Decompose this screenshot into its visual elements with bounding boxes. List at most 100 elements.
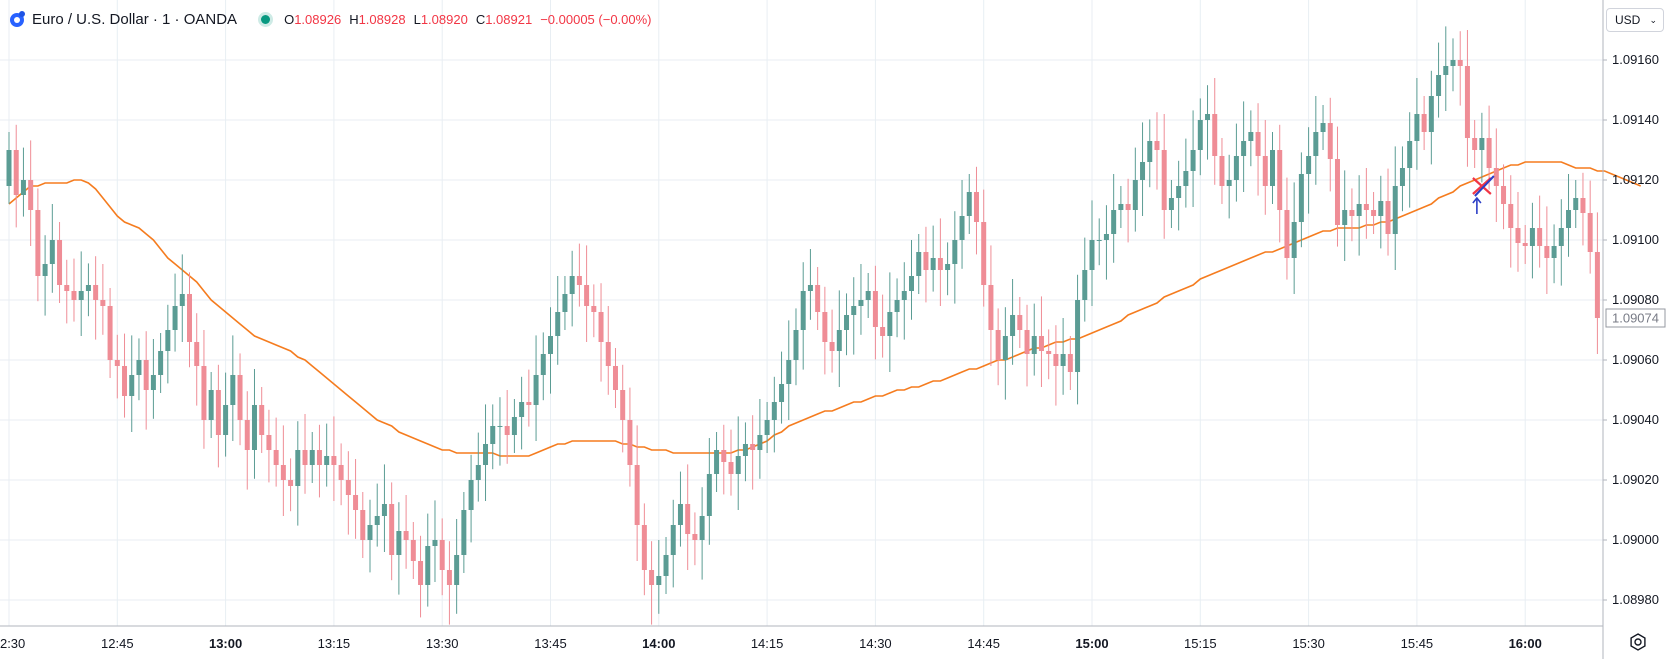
candle-body <box>288 480 294 486</box>
candle-body <box>1241 141 1247 156</box>
candle <box>612 348 618 408</box>
candle-body <box>793 330 799 360</box>
candle <box>1443 26 1449 111</box>
candle-body <box>634 465 640 525</box>
price-tick-label: 1.09020 <box>1612 472 1659 487</box>
symbol-legend: Euro / U.S. Dollar · 1 · OANDA O1.08926 … <box>8 8 652 30</box>
candle-body <box>6 150 12 186</box>
candle-body <box>1212 114 1218 156</box>
candle-body <box>851 306 857 315</box>
candle <box>649 541 655 625</box>
candle-body <box>1205 114 1211 120</box>
candle <box>548 307 553 394</box>
candle <box>1421 96 1427 150</box>
candle-body <box>981 222 987 285</box>
market-status-icon[interactable] <box>261 14 271 24</box>
candle <box>302 414 308 494</box>
candle-body <box>432 540 438 546</box>
candle-body <box>251 405 257 450</box>
candle <box>259 387 265 453</box>
candle <box>504 390 510 464</box>
candle <box>194 313 200 406</box>
time-tick-label: 14:00 <box>642 636 675 651</box>
candle <box>1096 218 1102 266</box>
candle-body <box>656 576 662 585</box>
candle-body <box>764 420 770 435</box>
candle <box>230 335 236 441</box>
candle <box>150 339 156 419</box>
candle <box>316 424 322 498</box>
candle-body <box>627 420 633 465</box>
candle <box>418 535 424 618</box>
candle <box>721 424 727 495</box>
candle <box>937 218 943 306</box>
candle <box>20 147 26 217</box>
candle <box>172 273 178 352</box>
candle-body <box>959 216 965 240</box>
candle <box>692 512 698 566</box>
symbol-title[interactable]: Euro / U.S. Dollar · 1 · OANDA <box>32 10 238 28</box>
candle <box>410 522 416 579</box>
candle-body <box>129 375 135 396</box>
candle <box>35 188 41 302</box>
candle <box>1313 96 1319 185</box>
candle <box>1414 78 1420 170</box>
candle-body <box>1219 156 1225 186</box>
candle <box>836 290 842 387</box>
price-tick-label: 1.09060 <box>1612 352 1659 367</box>
candle <box>490 404 496 470</box>
candle-body <box>988 285 994 330</box>
candle-body <box>1226 180 1232 186</box>
candle <box>1486 105 1492 190</box>
candle-body <box>1291 222 1297 258</box>
candle-body <box>1284 210 1290 258</box>
candle <box>1140 122 1146 216</box>
settings-gear-icon[interactable] <box>1628 632 1648 652</box>
high-label: H <box>349 11 359 27</box>
candle-body <box>1414 114 1420 141</box>
chevron-down-icon: ⌄ <box>1649 14 1657 25</box>
candle-body <box>973 192 979 222</box>
candle-body <box>1443 66 1449 75</box>
candle <box>454 519 460 614</box>
candle-body <box>1161 150 1167 210</box>
candle-body <box>143 360 149 390</box>
candle-body <box>179 294 185 306</box>
candle-body <box>396 531 402 555</box>
candle-body <box>598 312 604 342</box>
candle-body <box>1501 186 1507 204</box>
candle <box>42 235 48 316</box>
candle-body <box>1111 210 1117 234</box>
candle <box>735 416 741 510</box>
candle-body <box>1327 123 1333 159</box>
candle-body <box>71 291 77 300</box>
candle <box>670 499 676 588</box>
candle-body <box>1508 204 1514 228</box>
candle-body <box>1067 354 1073 372</box>
candle <box>1566 174 1572 257</box>
candle <box>973 166 979 255</box>
candle <box>1024 304 1030 387</box>
candlesticks <box>6 26 1600 625</box>
candle <box>627 387 633 487</box>
candle <box>1334 126 1340 247</box>
candle-body <box>85 285 91 291</box>
candle <box>208 372 214 438</box>
candle <box>1399 146 1405 212</box>
candle-body <box>670 525 676 555</box>
candle <box>1219 138 1225 204</box>
candle <box>1457 31 1463 106</box>
candle <box>1082 237 1088 322</box>
candle-body <box>187 294 192 342</box>
candle-body <box>273 450 279 465</box>
candle <box>764 402 770 453</box>
candle <box>85 263 91 317</box>
candle <box>728 429 734 496</box>
candle-body <box>1594 252 1600 318</box>
candle-body <box>504 426 510 435</box>
currency-button[interactable]: USD ⌄ <box>1606 8 1664 32</box>
price-change: −0.00005 (−0.00%) <box>540 11 652 27</box>
candle-body <box>706 474 712 516</box>
candle-body <box>64 285 70 291</box>
